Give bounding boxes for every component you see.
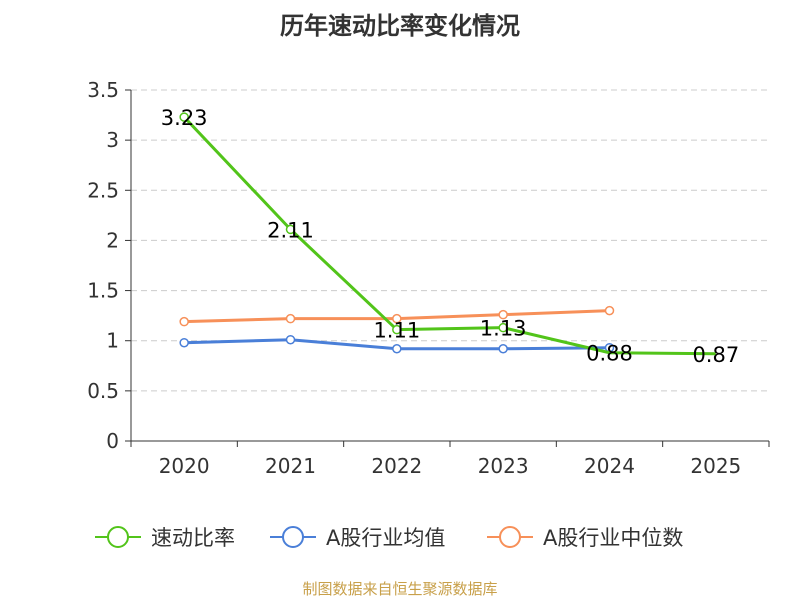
data-label: 0.87 (692, 343, 739, 367)
x-tick-label: 2020 (159, 454, 210, 478)
y-tick-label: 1 (106, 329, 119, 353)
data-point (498, 322, 508, 333)
x-tick-label: 2024 (584, 454, 635, 478)
x-tick-label: 2025 (690, 454, 741, 478)
data-label: 1.11 (373, 319, 420, 343)
source-note: 制图数据来自恒生聚源数据库 (302, 580, 498, 598)
y-tick-label: 0.5 (87, 379, 119, 403)
data-point (179, 112, 189, 122)
y-tick-label: 1.5 (87, 279, 119, 303)
data-point (392, 324, 402, 335)
legend-marker (282, 526, 304, 548)
y-tick-label: 0 (106, 429, 119, 453)
data-point (498, 343, 508, 354)
data-label: 1.13 (480, 317, 527, 341)
y-tick-label: 3.5 (87, 78, 119, 102)
data-point (179, 316, 189, 327)
data-point (285, 224, 296, 235)
x-tick-label: 2023 (478, 454, 529, 478)
y-tick-label: 2 (106, 228, 119, 252)
grid-lines (131, 89, 769, 392)
data-labels: 3.23 2.11 1.11 1.13 0.88 0.87 (161, 106, 739, 367)
legend-label: A股行业中位数 (543, 526, 683, 550)
data-point (392, 313, 402, 324)
data-label: 2.11 (267, 218, 314, 242)
axes (130, 90, 769, 442)
data-point (285, 313, 296, 324)
legend: 速动比率 A股行业均值 A股行业中位数 (95, 526, 683, 550)
data-point (604, 305, 615, 316)
legend-marker (499, 526, 521, 548)
data-point (179, 337, 189, 348)
y-tick-label: 2.5 (87, 178, 119, 202)
data-point (285, 334, 296, 345)
legend-marker (107, 526, 129, 548)
series-lines (179, 112, 716, 356)
series-line (183, 116, 716, 356)
chart-title: 历年速动比率变化情况 (280, 12, 520, 40)
legend-label: A股行业均值 (326, 526, 445, 550)
legend-label: 速动比率 (151, 526, 235, 550)
x-tick-label: 2021 (265, 454, 316, 478)
data-point (392, 343, 402, 354)
data-label: 0.88 (586, 342, 633, 366)
data-label: 3.23 (161, 106, 208, 130)
x-tick-label: 2022 (371, 454, 422, 478)
y-tick-label: 3 (106, 128, 119, 152)
axis-ticks: 0 0.5 1 1.5 2 2.5 3 3.5 2020 2021 2022 2023 2024 2025 (87, 78, 770, 478)
data-point (498, 309, 508, 320)
